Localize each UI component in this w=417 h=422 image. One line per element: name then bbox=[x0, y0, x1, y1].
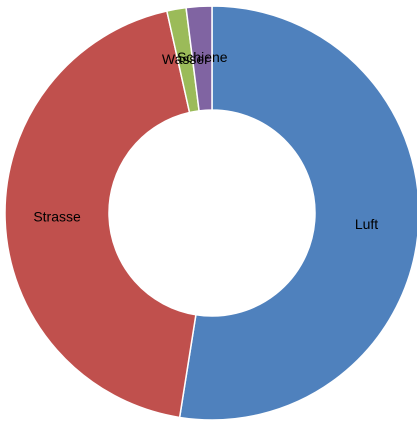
donut-slice bbox=[185, 5, 213, 112]
donut-slice bbox=[178, 5, 417, 421]
category-label: Luft bbox=[355, 216, 378, 232]
donut-slice bbox=[4, 10, 197, 419]
category-label: Wasser bbox=[162, 51, 209, 67]
category-label: Schiene bbox=[177, 49, 228, 65]
category-label: Strasse bbox=[33, 209, 81, 225]
